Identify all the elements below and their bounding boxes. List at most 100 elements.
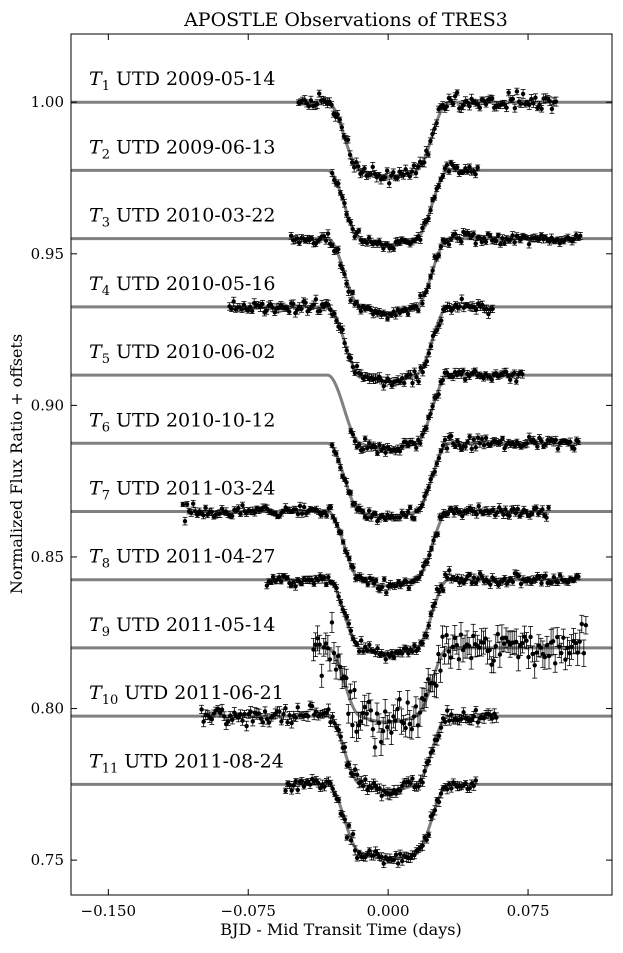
data-point — [391, 170, 396, 175]
data-point — [391, 655, 397, 660]
data-point — [537, 574, 542, 579]
model-curve-11 — [71, 782, 612, 861]
data-point — [460, 513, 465, 519]
data-point — [342, 610, 347, 616]
data-point — [299, 306, 304, 312]
data-point — [506, 90, 511, 95]
data-point — [338, 190, 343, 196]
data-point — [555, 237, 560, 242]
data-point — [350, 364, 356, 370]
data-point — [444, 633, 449, 638]
data-point — [385, 316, 390, 321]
data-point — [561, 635, 566, 640]
data-point — [510, 233, 515, 238]
data-point — [481, 98, 487, 103]
data-point — [334, 522, 340, 528]
data-point — [352, 438, 358, 444]
data-point — [481, 442, 487, 448]
data-point — [469, 655, 474, 661]
data-point — [240, 503, 245, 508]
data-point — [250, 719, 255, 724]
data-point — [423, 692, 429, 698]
model-curve-10 — [71, 714, 612, 792]
data-point — [435, 532, 440, 537]
data-point — [289, 720, 294, 726]
data-point — [381, 444, 386, 450]
data-point — [229, 306, 234, 312]
data-point — [347, 556, 352, 561]
data-point — [401, 172, 406, 178]
data-point — [411, 714, 417, 719]
data-point — [346, 289, 351, 294]
data-point — [367, 642, 372, 648]
data-point — [219, 707, 225, 712]
data-point — [572, 446, 577, 452]
data-point — [379, 584, 385, 590]
data-point — [438, 583, 444, 589]
data-point — [481, 375, 486, 381]
data-point — [348, 428, 354, 434]
data-point — [364, 516, 370, 521]
data-point — [421, 563, 426, 569]
data-point — [356, 228, 362, 233]
data-point — [533, 95, 538, 100]
data-point — [383, 516, 388, 522]
data-point — [500, 436, 505, 441]
data-point — [514, 639, 519, 645]
data-point — [544, 643, 550, 648]
data-point — [217, 511, 223, 516]
data-point — [412, 643, 417, 648]
data-point — [336, 181, 341, 186]
data-point — [360, 509, 366, 514]
data-point — [426, 623, 431, 628]
data-point — [501, 641, 507, 646]
series-points-6 — [329, 432, 581, 525]
data-point — [477, 235, 482, 240]
data-point — [379, 378, 384, 383]
data-point — [286, 309, 292, 314]
data-point — [399, 444, 405, 449]
data-point — [465, 439, 470, 445]
data-point — [526, 654, 531, 660]
data-point — [379, 242, 384, 247]
data-point — [281, 712, 286, 717]
data-point — [473, 307, 479, 313]
data-point — [459, 576, 464, 581]
data-point — [340, 194, 345, 200]
data-point — [215, 706, 221, 712]
data-point — [377, 786, 382, 791]
data-point — [573, 640, 578, 646]
data-point — [516, 573, 522, 579]
data-point — [512, 239, 517, 245]
data-point — [402, 380, 407, 386]
data-point — [454, 164, 460, 170]
data-point — [314, 709, 319, 715]
series-points-4 — [227, 294, 496, 391]
data-point — [373, 444, 378, 450]
data-point — [576, 574, 581, 579]
data-point — [471, 437, 476, 442]
data-point — [406, 585, 412, 591]
data-point — [420, 641, 425, 646]
data-point — [340, 539, 346, 545]
data-point — [524, 638, 529, 643]
data-point — [344, 675, 349, 681]
data-point — [284, 306, 290, 311]
data-point — [581, 651, 587, 656]
data-point — [515, 506, 520, 512]
data-point — [475, 165, 480, 170]
data-point — [480, 302, 485, 308]
data-point — [348, 628, 354, 633]
data-point — [368, 307, 374, 313]
data-point — [498, 440, 503, 445]
data-point — [446, 649, 451, 654]
data-point — [440, 588, 446, 593]
data-point — [405, 700, 410, 705]
data-point — [543, 234, 548, 240]
data-point — [240, 718, 245, 723]
data-point — [409, 169, 415, 174]
data-point — [334, 451, 339, 456]
data-point — [350, 722, 355, 728]
data-point — [526, 241, 532, 247]
data-point — [444, 446, 450, 451]
